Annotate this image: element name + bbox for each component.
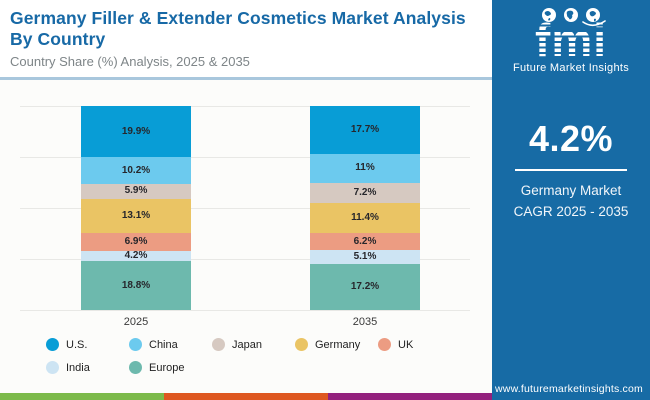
cagr-value: 4.2% [528, 118, 614, 159]
bar-segment-japan: 7.2% [310, 183, 420, 203]
x-axis-labels: 2025 2035 [20, 310, 470, 330]
segment-value-label: 11% [355, 162, 375, 174]
bar-segment-india: 4.2% [81, 249, 191, 262]
gridline [20, 106, 470, 107]
legend-item-us: U.S. [46, 338, 129, 351]
bar-segment-japan: 5.9% [81, 183, 191, 199]
footer-strip-segment-2 [164, 393, 328, 400]
bar-segment-germany: 11.4% [310, 202, 420, 234]
legend-item-europe: Europe [129, 361, 212, 374]
bar-segment-us: 19.9% [81, 106, 191, 158]
footer-strip [0, 393, 492, 400]
header: Germany Filler & Extender Cosmetics Mark… [0, 0, 492, 77]
legend-dot-icon [378, 338, 391, 351]
stacked-bar-2025: 19.9% 10.2% 5.9% 13.1% 6.9% 4.2% 18.8% [81, 106, 191, 310]
segment-value-label: 11.4% [351, 211, 379, 223]
segment-value-label: 6.2% [353, 235, 377, 247]
gridline [20, 259, 470, 260]
footer-strip-segment-1 [0, 393, 164, 400]
legend-label: Europe [149, 361, 185, 374]
gridline [20, 208, 470, 209]
legend-dot-icon [212, 338, 225, 351]
fmi-logo: fmi Future Market Insights [492, 0, 650, 74]
segment-value-label: 4.2% [124, 249, 148, 261]
bar-segment-uk: 6.2% [310, 233, 420, 250]
website-url: www.futuremarketinsights.com [495, 383, 643, 395]
legend-dot-icon [295, 338, 308, 351]
globe-icons-svg [542, 8, 606, 27]
segment-value-label: 19.9% [121, 125, 151, 137]
chart-subtitle: Country Share (%) Analysis, 2025 & 2035 [10, 53, 250, 69]
legend-item-germany: Germany [295, 338, 378, 351]
stacked-bar-2035: 17.7% 11% 7.2% 11.4% 6.2% 5.1% 17.2% [310, 106, 420, 310]
bar-segment-india: 5.1% [310, 249, 420, 264]
legend-dot-icon [129, 338, 142, 351]
bar-segment-china: 11% [310, 153, 420, 184]
segment-value-label: 18.8% [121, 279, 151, 291]
legend-item-china: China [129, 338, 212, 351]
bar-segment-us: 17.7% [310, 106, 420, 154]
bar-segment-europe: 17.2% [310, 263, 420, 310]
segment-value-label: 7.2% [353, 186, 377, 198]
bar-segment-germany: 13.1% [81, 198, 191, 233]
legend-label: China [149, 338, 178, 351]
legend-dot-icon [46, 338, 59, 351]
cagr-label-line1: Germany Market [520, 183, 622, 198]
legend: U.S. China Japan Germany UK India Europe [46, 338, 492, 374]
legend-item-japan: Japan [212, 338, 295, 351]
footer-strip-segment-3 [328, 393, 492, 400]
legend-item-uk: UK [378, 338, 461, 351]
legend-label: India [66, 361, 90, 374]
segment-value-label: 5.9% [124, 185, 148, 197]
x-axis-label-2035: 2035 [352, 316, 378, 328]
segment-value-label: 17.2% [350, 280, 380, 292]
bar-segment-china: 10.2% [81, 157, 191, 184]
sidebar: fmi Future Market Insights 4.2% Germany … [492, 0, 650, 400]
segment-value-label: 10.2% [121, 164, 151, 176]
bar-segment-uk: 6.9% [81, 232, 191, 251]
legend-label: Japan [232, 338, 262, 351]
legend-dot-icon [129, 361, 142, 374]
main-area: Germany Filler & Extender Cosmetics Mark… [0, 0, 492, 400]
legend-label: Germany [315, 338, 361, 351]
gridline [20, 310, 470, 311]
gridline [20, 157, 470, 158]
globe-icons [492, 7, 650, 27]
legend-label: UK [398, 338, 414, 351]
x-axis-label-2025: 2025 [123, 316, 149, 328]
cagr-label-line2: CAGR 2025 - 2035 [513, 203, 629, 219]
chart-title: Germany Filler & Extender Cosmetics Mark… [10, 8, 466, 50]
segment-value-label: 6.9% [124, 235, 148, 247]
segment-value-label: 5.1% [353, 250, 377, 262]
plot-area: 19.9% 10.2% 5.9% 13.1% 6.9% 4.2% 18.8% 17.7% 11%… [20, 106, 470, 311]
segment-value-label: 17.7% [350, 123, 380, 135]
segment-value-label: 13.1% [121, 209, 151, 221]
legend-label: U.S. [66, 338, 88, 351]
fmi-logo-text: fmi [535, 14, 607, 66]
cagr-block: 4.2% Germany Market CAGR 2025 - 2035 [492, 118, 650, 223]
fmi-logo-subtext: Future Market Insights [512, 62, 630, 74]
legend-item-india: India [46, 361, 129, 374]
legend-dot-icon [46, 361, 59, 374]
bar-segment-europe: 18.8% [81, 261, 191, 310]
header-divider [0, 77, 492, 80]
cagr-rule [515, 169, 627, 171]
